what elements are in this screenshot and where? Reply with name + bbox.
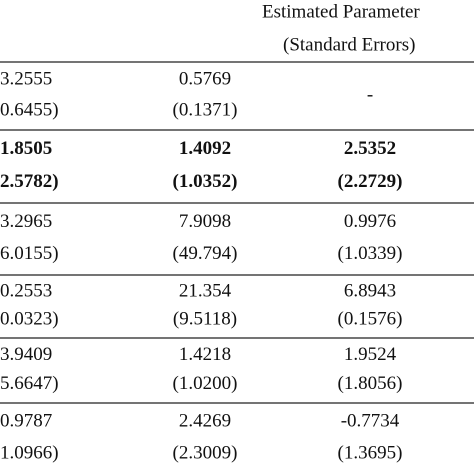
table-cell: (2.3009) (173, 442, 238, 463)
table-cell: 0.9976 (344, 211, 396, 232)
table-cell: (1.8056) (338, 373, 403, 394)
table-cell: 5.6647) (0, 373, 59, 394)
header-title: Estimated Parameter (262, 1, 420, 22)
table-cell: (49.794) (173, 243, 238, 264)
table-cell: -0.7734 (341, 411, 400, 432)
table-cell: 7.9098 (179, 211, 231, 232)
table-cell: (1.3695) (338, 442, 403, 463)
table-cell: 0.9787 (0, 411, 52, 432)
table-cell: 1.9524 (344, 344, 397, 365)
table-cell: 1.8505 (0, 138, 52, 159)
table-cell: 1.4218 (179, 344, 231, 365)
table-cell: 0.2553 (0, 280, 52, 301)
table-cell: 0.0323) (0, 309, 59, 330)
table-cell: - (367, 84, 373, 105)
table-cell: 1.4092 (179, 138, 231, 159)
table-cell: (1.0200) (173, 373, 238, 394)
table-cell: 0.6455) (0, 99, 59, 120)
table-cell: 2.4269 (179, 411, 231, 432)
table-cell: 0.5769 (179, 69, 231, 90)
table-cell: 6.0155) (0, 243, 59, 264)
table-cell: 6.8943 (344, 280, 396, 301)
header-subtitle: (Standard Errors) (283, 34, 415, 55)
table-cell: (9.5118) (173, 309, 237, 330)
table-cell: 21.354 (179, 280, 232, 301)
table-cell: 3.2965 (0, 211, 52, 232)
table-cell: 2.5782) (0, 171, 59, 192)
table-cell: 1.0966) (0, 442, 59, 463)
table-cell: 2.5352 (344, 138, 396, 159)
table-cell: (1.0339) (338, 243, 403, 264)
table-cell: (2.2729) (338, 171, 403, 192)
table-cell: (0.1371) (173, 99, 238, 120)
table-cell: 3.9409 (0, 344, 52, 365)
table-cell: (1.0352) (173, 171, 238, 192)
table-cell: 3.2555 (0, 69, 52, 90)
table-cell: (0.1576) (338, 309, 403, 330)
